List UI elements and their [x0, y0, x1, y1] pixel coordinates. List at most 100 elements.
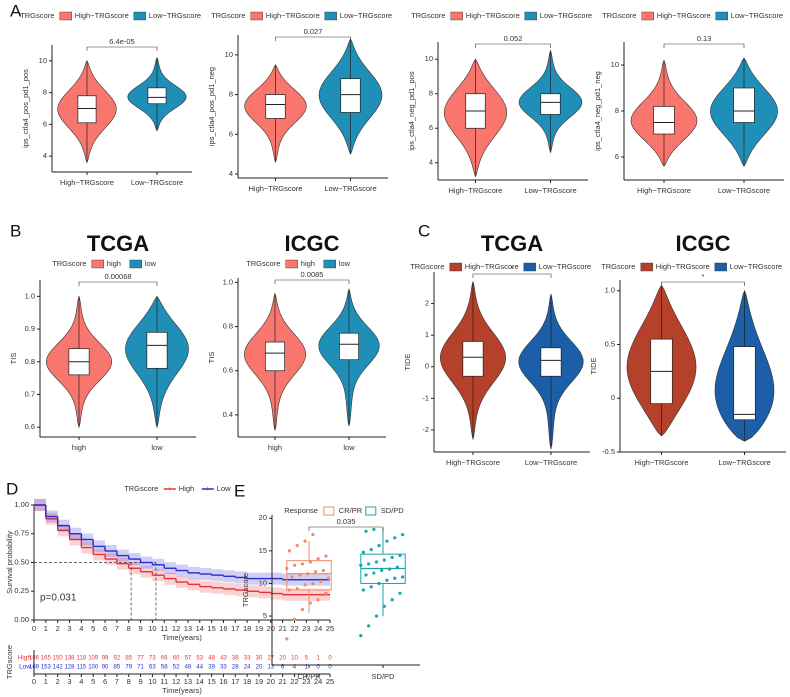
x-tick-label: 15: [207, 677, 215, 686]
point: [400, 532, 405, 537]
legend-key-plus: +: [168, 484, 173, 493]
x-tick-label: 9: [138, 677, 142, 686]
x-tick-label: High−TRGscore: [249, 184, 303, 193]
survival-band: [128, 562, 141, 575]
box: [147, 87, 167, 105]
legend-label: High: [179, 484, 194, 493]
risk-count: 186: [29, 656, 40, 662]
box: [265, 94, 286, 119]
point: [367, 624, 371, 628]
legend-key: [285, 259, 298, 269]
x-tick-label: High−TRGscore: [60, 178, 114, 187]
legend-label: Low−TRGscore: [731, 11, 783, 20]
box: [462, 341, 484, 377]
panel-title: ICGC: [285, 231, 340, 256]
risk-count: 165: [41, 656, 52, 662]
survival-band: [93, 548, 106, 561]
risk-count: 52: [173, 665, 180, 671]
point: [324, 554, 328, 558]
point: [300, 607, 305, 612]
x-tick-label: 6: [103, 677, 107, 686]
survival-band: [57, 519, 70, 532]
p-value: 0.00068: [104, 272, 131, 281]
x-tick-label: 8: [127, 677, 131, 686]
risk-count: 49: [185, 665, 192, 671]
legend-title: TRGscore: [410, 262, 444, 271]
y-tick-label: 1.0: [605, 286, 615, 295]
x-tick-label: 5: [91, 624, 95, 633]
risk-count: 33: [244, 656, 251, 662]
y-tick-label: 4: [429, 158, 433, 167]
x-tick-label: 20: [267, 677, 275, 686]
y-tick-label: 4: [43, 151, 47, 160]
panel-letter: C: [418, 221, 430, 240]
risk-count: 44: [196, 665, 203, 671]
x-tick-label: High−TRGscore: [637, 186, 691, 195]
p-value: 0.13: [697, 34, 712, 43]
point: [295, 544, 299, 548]
x-tick-label: 16: [219, 624, 227, 633]
x-tick-label: 0: [32, 677, 36, 686]
p-value: p=0.031: [40, 593, 77, 604]
y-tick-label: 0.4: [223, 410, 233, 419]
p-bracket: [275, 36, 351, 41]
risk-count: 38: [232, 656, 239, 662]
point: [303, 583, 307, 587]
legend-label: SD/PD: [381, 506, 405, 515]
p-bracket: [661, 281, 745, 286]
legend-title: TRGscore: [124, 484, 158, 493]
y-axis-label: ips_ctla4_neg_pd1_pos: [407, 71, 416, 150]
legend-key: [59, 11, 72, 21]
risk-count: 153: [41, 665, 52, 671]
survival-band: [81, 533, 94, 546]
legend-label: Low−TRGscore: [730, 262, 782, 271]
survival-band: [93, 540, 106, 553]
y-tick-label: 20: [259, 513, 267, 522]
risk-count: 58: [161, 665, 168, 671]
point: [367, 562, 371, 566]
y-axis-label: TRGscore: [241, 573, 250, 607]
point: [316, 557, 320, 561]
x-tick-label: low: [151, 443, 163, 452]
risk-count: 85: [125, 656, 132, 662]
x-tick-label: 21: [278, 677, 286, 686]
legend-key-plus: +: [206, 484, 211, 493]
point: [364, 529, 368, 533]
point: [319, 579, 323, 584]
x-tick-label: 17: [231, 624, 239, 633]
legend-label: Low−TRGscore: [149, 11, 201, 20]
survival-band: [128, 553, 141, 566]
x-tick-label: 10: [148, 624, 156, 633]
point: [321, 568, 325, 573]
risk-count: 24: [244, 665, 251, 671]
legend-label: high: [107, 259, 121, 268]
x-tick-label: high: [72, 443, 86, 452]
y-tick-label: 10: [39, 56, 47, 65]
survival-band: [247, 572, 259, 585]
x-tick-label: 7: [115, 677, 119, 686]
survival-band: [199, 568, 212, 580]
x-tick-label: High−TRGscore: [446, 458, 500, 467]
x-tick-label: 11: [160, 624, 168, 633]
risk-label: TRGscore: [5, 645, 14, 679]
x-tick-label: 22: [290, 677, 298, 686]
legend-key: [641, 11, 654, 21]
survival-band: [116, 557, 129, 570]
y-tick-label: 6: [43, 119, 47, 128]
x-tick-label: CR/PR: [297, 672, 321, 681]
point: [293, 617, 297, 621]
y-tick-label: 6: [429, 123, 433, 132]
x-axis-label: Time(years): [162, 686, 202, 695]
risk-count: 57: [185, 656, 192, 662]
risk-count: 48: [208, 656, 215, 662]
point: [361, 588, 366, 592]
y-tick-label: 2: [425, 299, 429, 308]
risk-count: 4: [293, 665, 297, 671]
point: [374, 614, 379, 618]
legend-label: low: [145, 259, 157, 268]
risk-count: 13: [267, 665, 274, 671]
point: [300, 562, 305, 566]
y-tick-label: 5: [263, 611, 267, 620]
box: [77, 95, 97, 124]
y-tick-label: 0: [425, 362, 429, 371]
